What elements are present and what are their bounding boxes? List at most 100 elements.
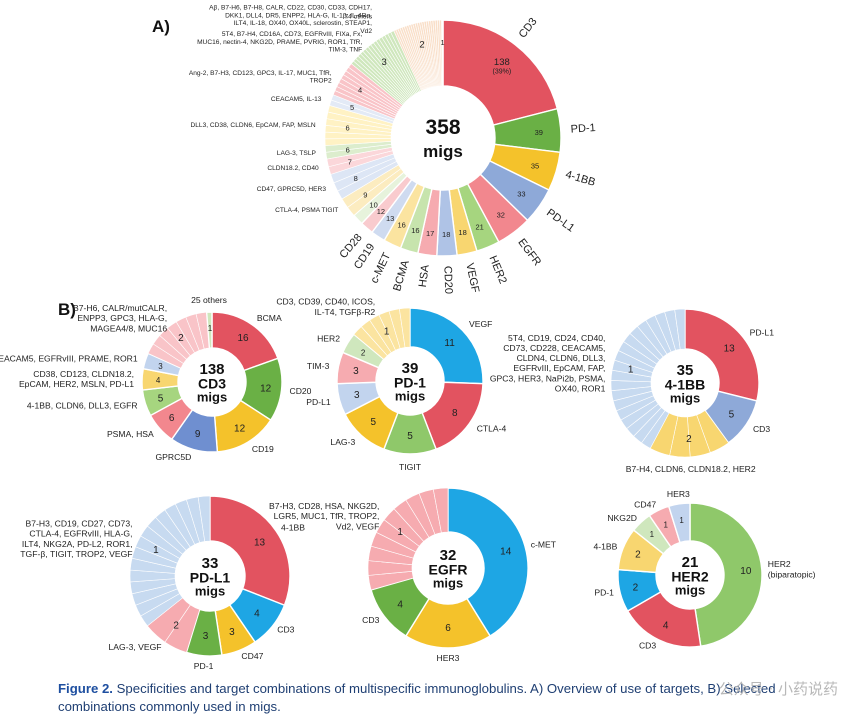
center-unit: migs	[197, 390, 227, 405]
slice-value-label: 3	[229, 627, 235, 638]
slice-value-label: 1	[153, 545, 159, 556]
center-target: HER2	[671, 568, 709, 584]
center-unit: migs	[395, 389, 425, 404]
slice-value-label: 1	[440, 38, 444, 47]
slice-value-label: 17	[426, 229, 434, 238]
panel-label: A)	[152, 17, 170, 36]
slice-value-label: 16	[238, 333, 250, 344]
slice-category-label: 5T4, B7-H4, CD16A, CD73, EGFRvIII, FIXa,…	[197, 31, 362, 54]
slice-value-label: 1	[208, 324, 213, 333]
slice-value-label: 32	[497, 211, 505, 220]
center-target: CD3	[198, 375, 226, 391]
slice-value-label: 14	[500, 547, 512, 558]
slice-her2	[689, 502, 763, 647]
slice-category-label: PD-L1	[750, 328, 775, 338]
slice-cd3	[399, 307, 411, 348]
center-count: 21	[682, 554, 699, 571]
slice-category-label: LAG-3, TSLP	[277, 150, 317, 157]
slice-74-others	[441, 19, 444, 87]
slice-value-label: 5	[407, 431, 413, 442]
slice-value-label: 35	[531, 161, 539, 170]
slice-value-label: 5	[350, 103, 354, 112]
slice-5t4	[674, 308, 686, 350]
slice-value-label: 2	[419, 39, 424, 50]
caption-text: Specificities and target combinations of…	[58, 681, 776, 714]
center-count: 358	[425, 116, 460, 139]
slice-category-label: 25 others	[191, 295, 227, 305]
slice-category-label: HER3	[437, 653, 460, 663]
panel-label: B)	[58, 300, 76, 319]
center-unit: migs	[675, 583, 705, 598]
slice-her3	[667, 502, 691, 544]
donut-chart-3: 13 5 2 1 PD-L1 CD3 B7-H4, CLDN6, CLDN18.2, HER…	[490, 308, 775, 474]
center-count: 138	[199, 361, 224, 378]
slice-category-label: NKG2D	[607, 513, 637, 523]
donut-chart-2: 118553321VEGFCTLA-4TIGITLAG-3PD-L1TIM-3H…	[276, 297, 506, 472]
slice-category-label: DLL3, CD38, CLDN6, EpCAM, FAP, MSLN	[190, 122, 315, 129]
slice-category-label: CLDN18.2, CD40	[267, 165, 319, 172]
slice-category-label: Aβ, B7-H6, B7-H8, CALR, CD22, CD30, CD33…	[209, 5, 372, 35]
slice-category-label: LAG-3, VEGF	[109, 642, 162, 652]
slice-category-label: BCMA	[391, 258, 412, 293]
slice-value-label: 2	[361, 348, 366, 357]
slice-value-label: 9	[363, 190, 367, 199]
slice-value-label: 4	[254, 609, 260, 620]
slice-category-label: CD3	[639, 640, 656, 650]
donut-chart-5: 14 6 4 1 c-MET HER3 CD3 B7-H3, CD28, HSA, NKG2D…	[269, 487, 557, 663]
slice-b7-h3	[432, 487, 449, 533]
slice-value-label: 16	[398, 221, 406, 230]
slice-category-label: EGFR	[515, 237, 543, 269]
slice-value-label: 12	[377, 207, 385, 216]
slice-category-label: PD-1	[194, 661, 214, 671]
center-target: PD-L1	[190, 569, 231, 585]
slice-value-label: 13	[386, 214, 394, 223]
caption-label: Figure 2.	[58, 681, 113, 696]
slice-category-label: CD47, GPRC5D, HER3	[257, 186, 327, 193]
slice-category-label: PSMA, HSA	[107, 429, 154, 439]
slice-value-label: 11	[444, 338, 455, 349]
slice-value-label: 12	[260, 383, 272, 394]
slice-category-label: VEGF	[469, 319, 492, 329]
slice-category-label: CD3	[277, 625, 294, 635]
slice-value-label: 8	[354, 174, 358, 183]
slice-vegf	[409, 307, 484, 385]
slice-category-label: VEGF	[463, 262, 481, 294]
slice-category-label: HER2	[317, 333, 340, 343]
slice-value-label: 2	[635, 550, 641, 561]
center-target: 4-1BB	[665, 376, 705, 392]
slice-value-label: 7	[348, 157, 352, 166]
slice-category-label: PD-1	[594, 587, 614, 597]
slice-value-label: 1	[384, 326, 390, 337]
slice-category-label: HER2	[486, 254, 508, 286]
center-target: EGFR	[429, 561, 468, 577]
slice-category-label: CD38, CD123, CLDN18.2, EpCAM, HER2, MSLN,…	[19, 369, 134, 389]
slice-category-label: HER2 (biparatopic)	[768, 559, 816, 579]
slice-category-label: CD47	[241, 651, 263, 661]
slice-category-label: TIGIT	[399, 462, 422, 472]
slice-category-label: CD19	[252, 444, 274, 454]
slice-value-label: 12	[234, 424, 246, 435]
slice-category-label: CD3, CD39, CD40, ICOS, IL-T4, TGFβ-R2	[276, 297, 375, 317]
watermark: 公众号 · 小药说药	[718, 680, 838, 698]
center-count: 39	[402, 360, 419, 377]
slice-value-label: 6	[445, 623, 451, 634]
slice-category-label: 74 others	[345, 13, 373, 20]
figure-caption: Figure 2. Specificities and target combi…	[58, 680, 838, 716]
slice-value-label: 1	[650, 530, 655, 539]
slice-category-label: 4-1BB	[281, 523, 305, 533]
center-count: 35	[677, 362, 694, 379]
slice-category-label: PD-L1	[306, 397, 331, 407]
slice-category-label: 4-1BB	[594, 542, 618, 552]
slice-value-label: 16	[411, 226, 419, 235]
slice-category-label: CD20	[289, 386, 311, 396]
slice-value-label: 3	[203, 631, 209, 642]
slice-category-label: B7-H3, CD28, HSA, NKG2D, LGR5, MUC1, TfR,…	[269, 501, 379, 531]
center-count: 32	[440, 547, 457, 564]
slice-category-label: HSA	[417, 263, 432, 288]
slice-value-label: 4	[397, 599, 403, 610]
slice-value-label: 5	[729, 409, 735, 420]
slice-value-label: 10	[369, 200, 377, 209]
